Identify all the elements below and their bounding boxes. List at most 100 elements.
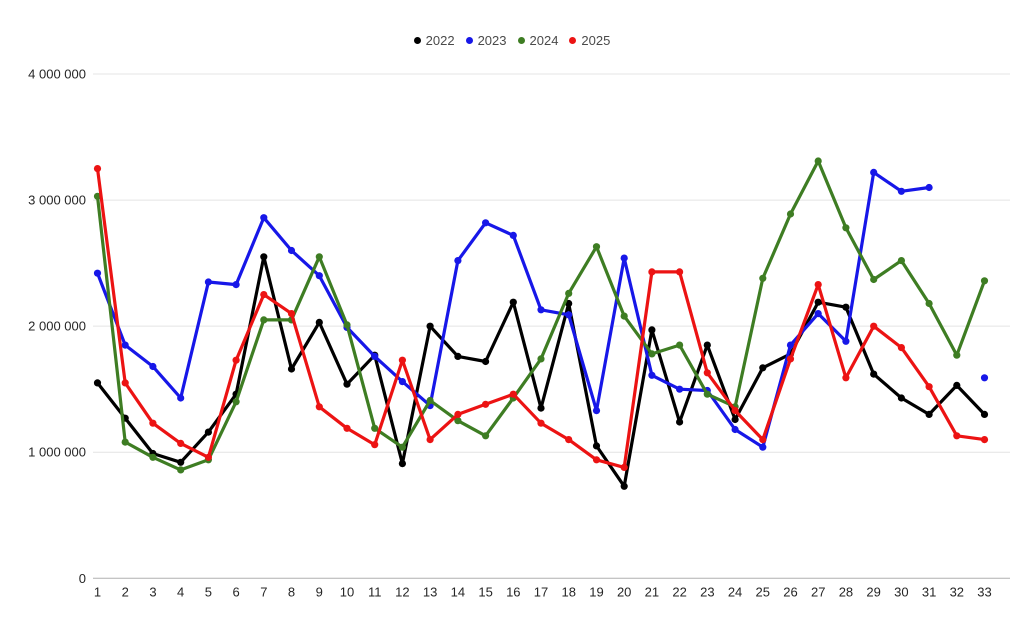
gridlines: 4 000 000 3 000 000 2 000 000 1 000 000 0	[28, 67, 1010, 586]
data-point-2024	[842, 224, 850, 232]
data-point-2025	[925, 383, 933, 391]
x-axis-label: 23	[700, 585, 714, 600]
x-axis-label: 10	[340, 585, 354, 600]
data-point-2024	[925, 299, 933, 308]
data-point-2023	[648, 371, 656, 379]
data-point-2022	[814, 298, 822, 306]
data-point-2024	[121, 438, 129, 446]
data-point-2022	[925, 410, 933, 418]
data-point-2024	[870, 275, 878, 284]
data-point-2023	[371, 352, 379, 360]
legend-marker-2022-icon	[413, 37, 421, 44]
chart-legend: 2022 2023 2024 2025	[0, 33, 1024, 48]
data-point-2024	[592, 243, 601, 251]
x-axis-label: 32	[950, 585, 964, 600]
series-2024[interactable]	[93, 157, 989, 474]
legend-item-2022[interactable]: 2022	[413, 33, 455, 48]
legend-item-2025[interactable]: 2025	[569, 33, 610, 48]
x-axis-label: 3	[149, 585, 156, 600]
x-axis-label: 17	[534, 585, 548, 600]
x-axis-label: 14	[451, 585, 465, 600]
data-point-2024	[232, 398, 240, 406]
data-point-2024	[454, 417, 462, 425]
data-point-2023	[121, 341, 129, 349]
data-point-2024	[565, 289, 573, 297]
y-axis-label: 1 000 000	[28, 445, 86, 460]
x-axis-label: 9	[316, 585, 323, 600]
data-point-2022	[592, 442, 601, 450]
data-point-2023	[980, 374, 989, 382]
x-axis-label: 7	[260, 585, 267, 600]
data-point-2022	[537, 404, 545, 412]
data-point-2022	[897, 394, 906, 402]
data-point-2024	[371, 424, 379, 432]
data-point-2022	[731, 415, 739, 424]
x-axis-label: 20	[617, 585, 631, 600]
x-axis-label: 22	[672, 585, 686, 600]
data-point-2022	[953, 381, 961, 389]
x-axis-label: 18	[562, 585, 576, 600]
y-axis-label: 4 000 000	[28, 67, 86, 82]
x-axis-label: 5	[205, 585, 212, 600]
data-point-2022	[287, 365, 296, 373]
data-point-2023	[537, 306, 545, 314]
legend-marker-2023-icon	[465, 37, 473, 44]
data-point-2022	[482, 357, 490, 366]
data-point-2024	[897, 257, 906, 265]
data-point-2025	[980, 436, 989, 444]
data-point-2023	[897, 187, 906, 195]
data-point-2023	[315, 272, 323, 280]
data-point-2022	[426, 322, 434, 330]
x-axis-label: 33	[977, 585, 991, 600]
data-point-2023	[786, 341, 795, 349]
data-point-2025	[482, 400, 490, 408]
data-point-2024	[537, 355, 545, 363]
data-point-2023	[232, 281, 240, 289]
data-point-2024	[482, 432, 490, 440]
data-point-2025	[953, 432, 961, 440]
data-point-2022	[260, 253, 268, 261]
x-axis-label: 8	[288, 585, 295, 600]
legend-item-2023[interactable]: 2023	[465, 33, 507, 48]
data-point-2024	[953, 351, 961, 359]
data-point-2023	[260, 214, 268, 222]
x-axis-label: 15	[478, 585, 492, 600]
series-2023[interactable]	[93, 168, 989, 451]
data-point-2025	[703, 369, 711, 377]
x-axis-labels: 1 2 3 4 5 6 7 8 9 10 11 12 13 14 15 16 17 18 19 20 21 22 23 24 2…	[94, 585, 992, 600]
data-point-2023	[177, 394, 185, 402]
data-point-2025	[592, 456, 601, 464]
data-point-2022	[703, 341, 711, 349]
series-2025[interactable]	[93, 165, 989, 471]
data-point-2025	[232, 356, 240, 364]
data-point-2023	[731, 425, 739, 434]
data-point-2025	[870, 322, 878, 330]
data-point-2023	[398, 378, 406, 386]
legend-label-2024: 2024	[529, 33, 559, 48]
data-point-2022	[676, 418, 684, 426]
legend-label-2022: 2022	[425, 33, 455, 48]
data-point-2025	[93, 165, 102, 173]
legend-marker-2024-icon	[517, 37, 525, 44]
data-point-2024	[676, 341, 684, 349]
x-axis-label: 21	[645, 585, 659, 600]
x-axis-label: 28	[839, 585, 853, 600]
data-point-2022	[980, 410, 989, 418]
data-point-2022	[509, 298, 517, 306]
data-point-2025	[759, 436, 767, 444]
data-point-2024	[398, 443, 406, 451]
legend-item-2024[interactable]: 2024	[517, 33, 559, 48]
data-point-2025	[620, 463, 628, 471]
data-point-2025	[315, 403, 323, 411]
data-point-2022	[454, 352, 462, 360]
data-point-2022	[177, 458, 185, 466]
data-point-2022	[648, 326, 656, 334]
data-point-2023	[620, 254, 628, 262]
data-point-2025	[537, 419, 545, 427]
data-point-2024	[315, 253, 323, 261]
data-point-2024	[980, 277, 989, 285]
data-point-2024	[426, 396, 434, 405]
data-point-2022	[343, 380, 351, 388]
x-axis-label: 4	[177, 585, 184, 600]
